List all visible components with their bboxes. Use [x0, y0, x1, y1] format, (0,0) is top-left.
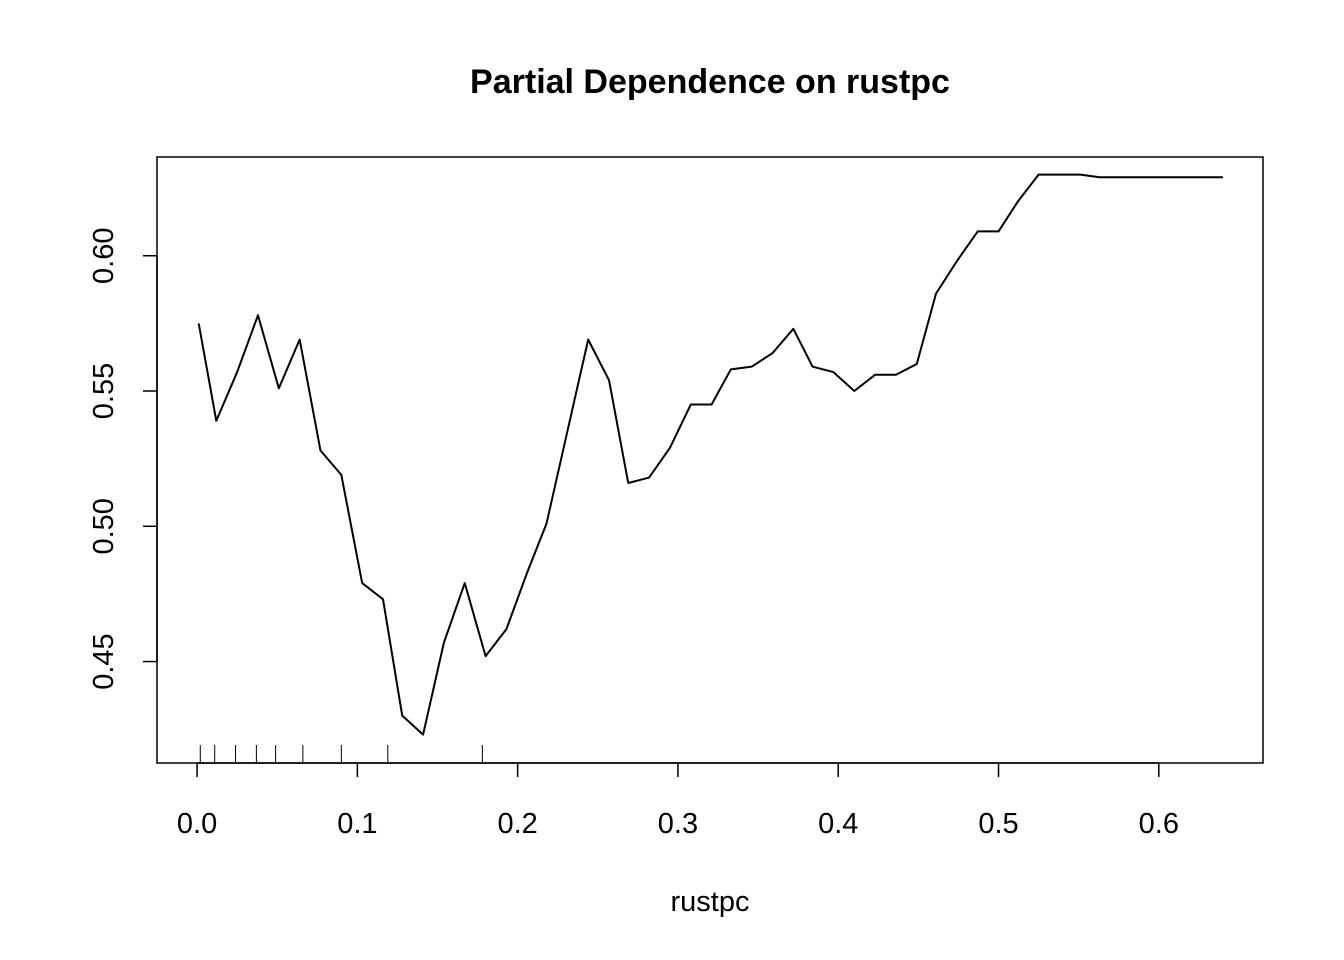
x-tick-label: 0.5 — [978, 808, 1018, 840]
x-axis: 0.0 0.1 0.2 0.3 0.4 0.5 0.6 — [177, 762, 1179, 840]
x-tick-label: 0.1 — [337, 808, 377, 840]
x-tick-label: 0.4 — [818, 808, 858, 840]
x-tick-label: 0.2 — [497, 808, 537, 840]
y-tick-label: 0.45 — [88, 633, 120, 689]
plot-frame — [156, 156, 1264, 764]
y-tick-label: 0.60 — [88, 228, 120, 284]
x-tick-label: 0.3 — [658, 808, 698, 840]
rug-marks — [199, 745, 483, 763]
pd-series-line — [197, 173, 1223, 736]
x-tick-label: 0.0 — [177, 808, 217, 840]
chart-title: Partial Dependence on rustpc — [470, 63, 950, 101]
x-tick-label: 0.6 — [1139, 808, 1179, 840]
y-tick-label: 0.50 — [88, 498, 120, 554]
y-tick-label: 0.55 — [88, 363, 120, 419]
series-group — [197, 173, 1223, 736]
x-axis-label: rustpc — [671, 886, 750, 918]
y-axis: 0.45 0.50 0.55 0.60 — [88, 228, 158, 690]
